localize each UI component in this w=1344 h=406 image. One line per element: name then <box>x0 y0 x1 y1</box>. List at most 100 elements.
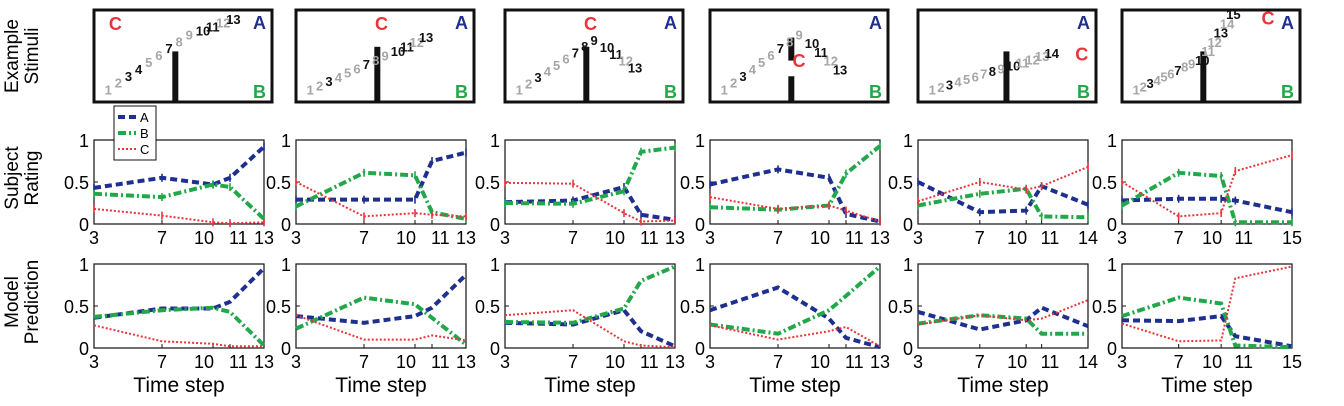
x-tick-label: 11 <box>229 228 248 248</box>
step-number: 3 <box>534 70 541 85</box>
step-number: 9 <box>381 49 388 64</box>
x-tick-label: 11 <box>229 352 248 372</box>
x-tick-label: 13 <box>456 352 476 372</box>
row-label-rating-2: Rating <box>22 151 43 206</box>
y-tick-label: 1 <box>1107 131 1117 151</box>
x-tick-label: 11 <box>845 352 864 372</box>
x-tick-label: 13 <box>254 228 274 248</box>
step-number: 15 <box>1226 7 1240 22</box>
step-number: 9 <box>1188 56 1195 71</box>
step-number: 1 <box>929 83 936 98</box>
step-number: 11 <box>609 47 623 62</box>
x-tick-label: 11 <box>1041 352 1060 372</box>
wall-upper <box>788 37 795 61</box>
x-tick-label: 3 <box>1117 352 1127 372</box>
step-number: 1 <box>516 83 523 98</box>
step-number: 13 <box>226 12 240 27</box>
goal-label-b: B <box>869 82 882 102</box>
legend-label-b: B <box>140 126 149 141</box>
legend-label-c: C <box>140 142 149 157</box>
step-number: 8 <box>581 39 588 54</box>
step-number: 8 <box>176 34 183 49</box>
step-number: 4 <box>1153 73 1161 88</box>
y-tick-label: 1 <box>490 131 500 151</box>
step-number: 2 <box>115 76 122 91</box>
step-number: 5 <box>1160 70 1167 85</box>
goal-label-a: A <box>1077 13 1090 33</box>
x-tick-label: 13 <box>665 228 685 248</box>
step-number: 12 <box>1025 52 1039 67</box>
wall <box>1200 51 1207 102</box>
x-tick-label: 11 <box>640 228 659 248</box>
step-number: 10 <box>1195 53 1209 68</box>
row-label-prediction-2: Prediction <box>22 260 43 345</box>
step-number: 13 <box>833 62 847 77</box>
step-number: 7 <box>165 41 172 56</box>
step-number: 13 <box>628 61 642 76</box>
wall <box>583 46 590 102</box>
x-tick-label: 11 <box>431 352 450 372</box>
step-number: 6 <box>353 61 360 76</box>
series-line-c <box>93 324 264 348</box>
goal-label-b: B <box>253 82 266 102</box>
wall-lower <box>788 76 795 102</box>
step-number: 14 <box>1045 46 1060 61</box>
y-tick-label: 0.5 <box>266 297 291 317</box>
plot-rating-6: 0 0.5 1 3 7 10 11 15 <box>1092 131 1302 248</box>
row-label-rating-1: Subject <box>2 146 23 210</box>
step-number: 4 <box>335 70 343 85</box>
step-number: 6 <box>562 52 569 67</box>
x-tick-label: 7 <box>359 228 369 248</box>
step-number: 4 <box>954 75 962 90</box>
goal-label-b: B <box>455 82 468 102</box>
step-number: 2 <box>1140 79 1147 94</box>
x-tick-label: 10 <box>396 352 416 372</box>
y-tick-label: 0 <box>903 215 913 235</box>
step-number: 7 <box>777 41 784 56</box>
x-tick-label: 10 <box>1202 352 1222 372</box>
row-label-stimuli-2: Stimuli <box>22 27 43 84</box>
step-number: 1 <box>1133 83 1140 98</box>
step-number: 2 <box>525 76 532 91</box>
x-tick-label: 7 <box>568 352 578 372</box>
step-number: 7 <box>363 57 370 72</box>
stimulus-frame <box>294 8 476 104</box>
series-line-c <box>295 314 467 342</box>
row-label-stimuli-1: Example <box>2 19 23 93</box>
x-tick-label: 10 <box>605 228 625 248</box>
x-tick-label: 7 <box>975 228 985 248</box>
series-line-a <box>709 167 881 224</box>
x-tick-label: 7 <box>1174 352 1184 372</box>
step-number: 8 <box>372 53 379 68</box>
y-tick-label: 0.5 <box>64 173 89 193</box>
x-tick-label: 10 <box>810 228 830 248</box>
y-tick-label: 0 <box>490 215 500 235</box>
step-number: 3 <box>125 69 132 84</box>
legend-label-a: A <box>140 110 149 125</box>
y-tick-label: 1 <box>281 131 291 151</box>
series-line-a <box>296 150 467 202</box>
step-number: 8 <box>786 34 793 49</box>
x-tick-label: 15 <box>1282 228 1302 248</box>
x-tick-label: 11 <box>1234 352 1253 372</box>
x-tick-label: 10 <box>1007 352 1027 372</box>
step-number: 6 <box>1167 66 1174 81</box>
series-line-c <box>504 309 676 349</box>
y-tick-label: 0 <box>1107 215 1117 235</box>
x-tick-label: 10 <box>1202 228 1222 248</box>
step-number: 4 <box>544 64 552 79</box>
x-tick-label: 3 <box>705 352 715 372</box>
y-tick-label: 0.5 <box>1092 173 1117 193</box>
step-number: 8 <box>989 64 996 79</box>
row-labels: Example Stimuli Subject Rating Model Pre… <box>2 19 43 344</box>
plot-rating-2: 00.513 7 10 11 13 <box>266 131 476 248</box>
step-number: 9 <box>795 27 802 42</box>
series-line-c <box>93 207 265 225</box>
goal-label-b: B <box>1077 82 1090 102</box>
